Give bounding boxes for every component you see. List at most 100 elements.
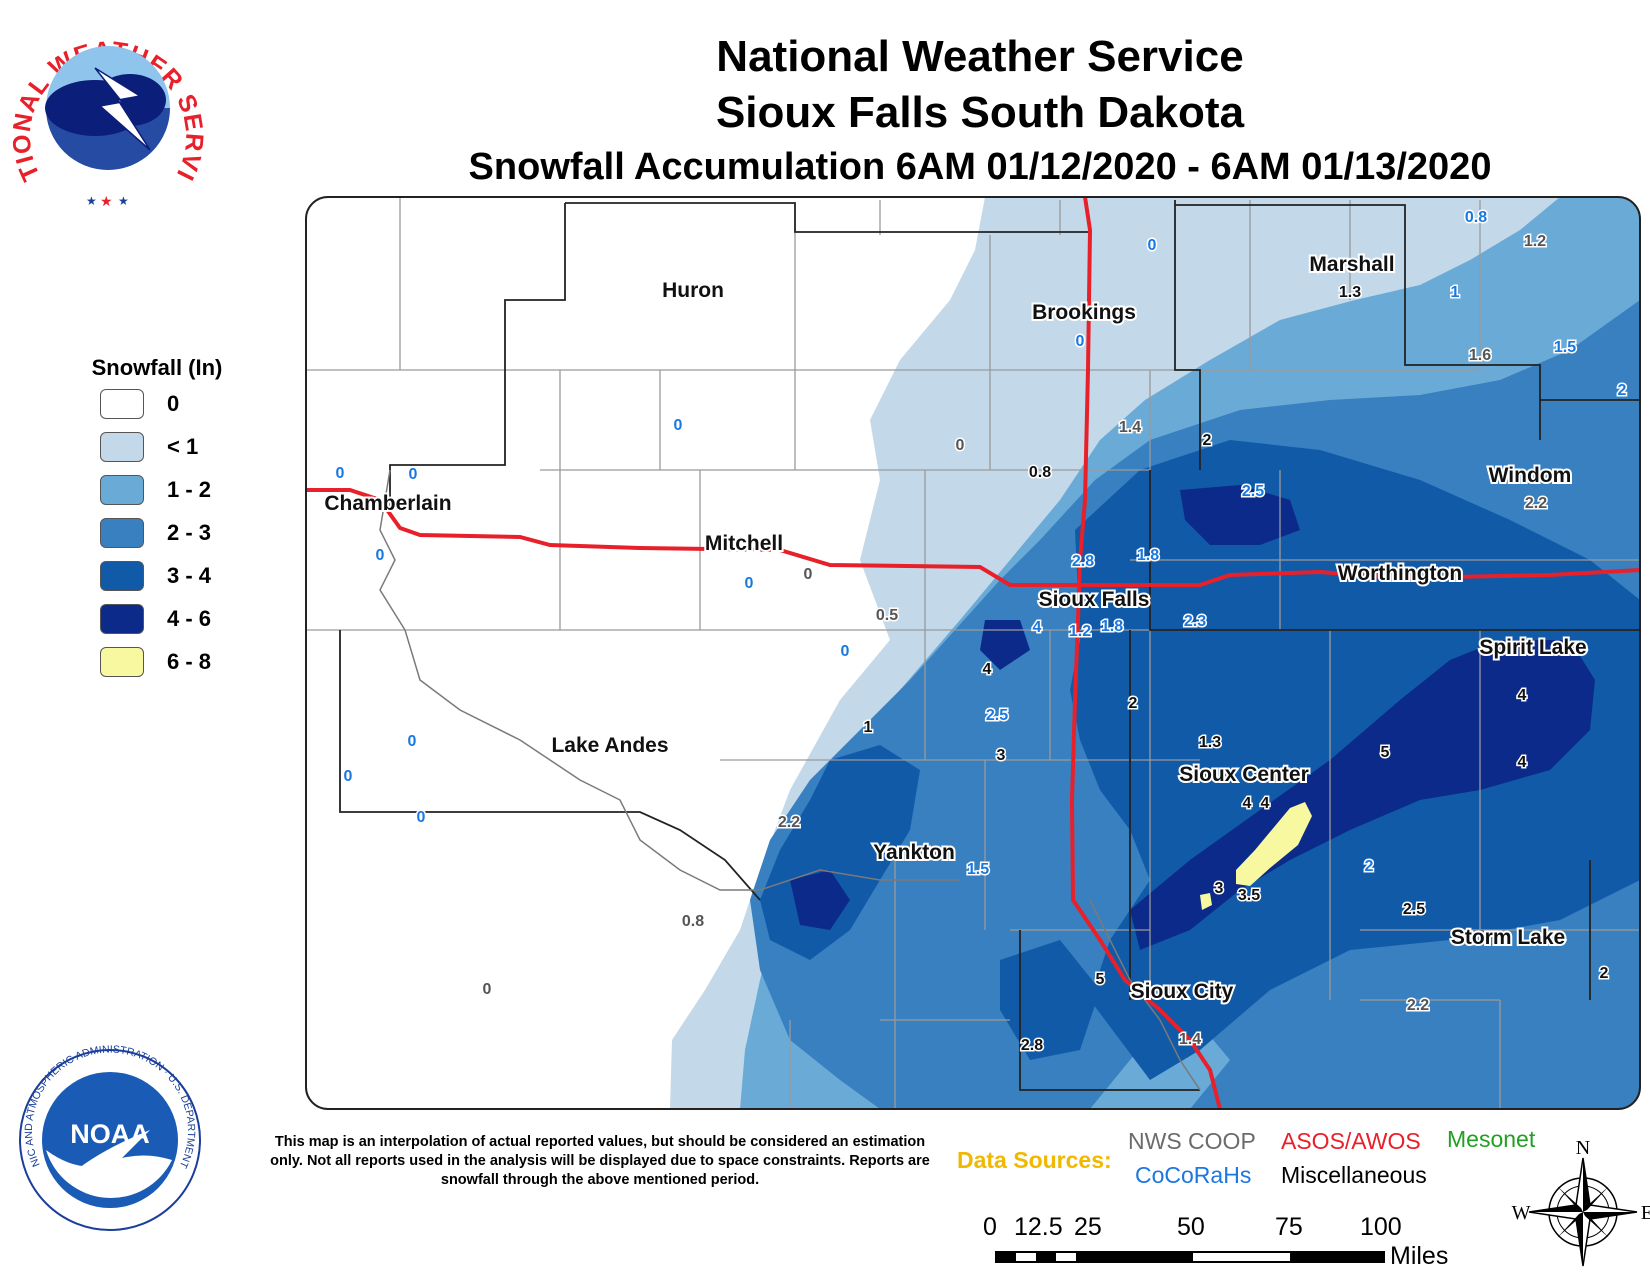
city-label: Storm Lake <box>1451 926 1565 949</box>
svg-text:★: ★ <box>86 194 97 208</box>
city-label: Marshall <box>1309 253 1394 276</box>
report-value: 0 <box>674 417 683 434</box>
title-line-1: National Weather Service <box>716 32 1244 81</box>
report-value: 2.5 <box>986 707 1008 724</box>
title-line-3: Snowfall Accumulation 6AM 01/12/2020 - 6… <box>468 146 1492 188</box>
report-value: 5 <box>1096 971 1105 988</box>
legend-label: 1 - 2 <box>167 477 212 502</box>
disclaimer-text: This map is an interpolation of actual r… <box>270 1134 930 1188</box>
report-value: 2.2 <box>1525 495 1547 512</box>
report-value: 1.5 <box>1554 339 1576 356</box>
report-value: 1.2 <box>1069 623 1091 640</box>
legend-item: 2 - 3 <box>82 510 252 553</box>
report-value: 4 <box>1518 687 1527 704</box>
source-cocorahs: CoCoRaHs <box>1135 1162 1252 1188</box>
legend-label: 6 - 8 <box>167 649 212 674</box>
report-value: 1.3 <box>1339 284 1361 301</box>
nws-logo: NATIONAL WEATHER SERVICE ★ ★ ★ <box>0 0 207 209</box>
compass-n: N <box>1576 1137 1590 1159</box>
report-value: 0 <box>483 981 492 998</box>
legend-title: Snowfall (In) <box>91 355 223 380</box>
report-value: 1.8 <box>1137 547 1159 564</box>
report-value: 0 <box>841 643 850 660</box>
report-value: 0 <box>1076 333 1085 350</box>
report-value: 0.5 <box>876 607 898 624</box>
report-value: 2.5 <box>1403 901 1425 918</box>
compass-e: E <box>1641 1202 1650 1224</box>
report-value: 2 <box>1365 858 1374 875</box>
report-value: 0 <box>344 768 353 785</box>
report-value: 2.2 <box>778 814 800 831</box>
city-label: Mitchell <box>705 532 783 555</box>
report-value: 1 <box>1451 284 1460 301</box>
city-label: Yankton <box>873 841 955 864</box>
data-sources-label: Data Sources: <box>957 1147 1112 1173</box>
city-label: Huron <box>662 279 724 302</box>
report-value: 2.2 <box>1407 997 1429 1014</box>
scale-tick: 75 <box>1275 1213 1303 1241</box>
city-label: Sioux Falls <box>1039 588 1150 611</box>
legend-item: 3 - 4 <box>82 553 252 596</box>
report-value: 2 <box>1600 965 1609 982</box>
legend-item: 4 - 6 <box>82 596 252 639</box>
legend-swatch <box>100 475 144 505</box>
compass-rose: N S E W <box>1512 1137 1650 1275</box>
report-value: 1.2 <box>1524 233 1546 250</box>
report-value: 2.5 <box>1242 483 1264 500</box>
svg-text:★: ★ <box>100 193 113 209</box>
source-asos-awos: ASOS/AWOS <box>1281 1128 1421 1154</box>
report-value: 4 <box>983 661 992 678</box>
source-mesonet: Mesonet <box>1447 1126 1536 1152</box>
report-value: 1 <box>864 719 873 736</box>
legend-label: 2 - 3 <box>167 520 212 545</box>
legend-label: 3 - 4 <box>167 563 212 588</box>
title-line-2: Sioux Falls South Dakota <box>715 88 1245 137</box>
report-value: 0.8 <box>1029 464 1051 481</box>
county-lines <box>306 197 1640 1109</box>
report-value: 0 <box>804 566 813 583</box>
report-value: 3 <box>1215 880 1224 897</box>
city-label: Sioux City <box>1131 980 1234 1003</box>
report-value: 1.4 <box>1119 419 1141 436</box>
report-value: 0 <box>408 733 417 750</box>
legend-item: 6 - 8 <box>82 639 252 682</box>
report-value: 4 <box>1033 619 1042 636</box>
noaa-logo-text: NOAA <box>70 1119 150 1149</box>
report-value: 1.5 <box>967 861 989 878</box>
report-value: 3.5 <box>1238 887 1260 904</box>
report-value: 0 <box>376 547 385 564</box>
report-value: 0.8 <box>1465 209 1487 226</box>
source-miscellaneous: Miscellaneous <box>1281 1162 1427 1188</box>
legend-label: < 1 <box>167 434 199 459</box>
legend-swatch <box>100 604 144 634</box>
legend-swatch <box>100 561 144 591</box>
report-value: 5 <box>1381 744 1390 761</box>
report-value: 2.8 <box>1021 1037 1043 1054</box>
svg-text:★: ★ <box>118 194 129 208</box>
report-value: 0 <box>956 437 965 454</box>
report-value: 0.8 <box>682 913 704 930</box>
scale-tick: 0 <box>983 1213 997 1241</box>
report-value: 4 <box>1518 754 1527 771</box>
scale-bar <box>995 1251 1385 1263</box>
snowfall-contours <box>306 197 1640 1109</box>
scale-tick: 50 <box>1177 1213 1205 1241</box>
map-border <box>305 196 1641 1110</box>
report-value: 1.6 <box>1469 347 1491 364</box>
report-value: 0 <box>409 466 418 483</box>
city-label: Lake Andes <box>551 734 668 757</box>
report-value: 1.3 <box>1199 734 1221 751</box>
legend-swatch <box>100 389 144 419</box>
legend-swatch <box>100 647 144 677</box>
scale-tick: 12.5 <box>1014 1213 1063 1241</box>
city-label: Spirit Lake <box>1479 636 1586 659</box>
report-value: 4 <box>1261 795 1270 812</box>
report-value: 1.4 <box>1179 1031 1201 1048</box>
report-value: 0 <box>745 575 754 592</box>
city-labels: Huron Brookings Marshall Chamberlain Mit… <box>322 251 1588 1005</box>
compass-s: S <box>1577 1271 1588 1275</box>
city-label: Sioux Center <box>1179 763 1309 786</box>
city-label: Windom <box>1489 464 1572 487</box>
report-value: 2.3 <box>1184 613 1206 630</box>
